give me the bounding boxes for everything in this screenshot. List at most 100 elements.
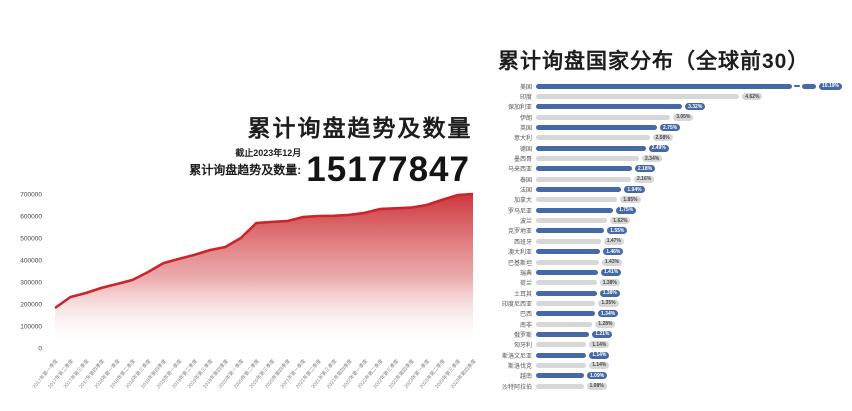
country-bar-row: 加拿大 1.85% [492, 195, 850, 205]
bar-track: 1.38% [536, 289, 850, 297]
bar-track: 2.49% [536, 144, 850, 152]
bar-track: 1.08% [536, 382, 850, 390]
value-badge: 2.34% [642, 155, 663, 163]
bar-segment [536, 207, 613, 213]
value-badge: 3.32% [685, 103, 706, 111]
value-badge: 1.94% [624, 186, 645, 194]
trend-chart-title: 累计询盘趋势及数量 [247, 115, 473, 142]
country-bar-row: 巴西 1.34% [492, 309, 850, 319]
country-name-label: 波兰 [519, 219, 532, 226]
country-bar-row: 保加利亚 3.32% [492, 102, 850, 112]
bar-track: 1.34% [536, 310, 850, 318]
country-name-label: 印度 [519, 95, 532, 102]
country-bar-row: 德国 2.49% [492, 143, 850, 153]
total-count-label: 累计询盘趋势及数量: [189, 163, 302, 177]
bar-track: 1.85% [536, 196, 850, 204]
as-of-date-label: 截止2023年12月 [235, 148, 302, 158]
country-bar-row: 意大利 2.58% [492, 133, 850, 143]
bar-segment [536, 114, 671, 120]
bar-segment [536, 342, 587, 348]
value-badge: 3.05% [673, 113, 694, 121]
value-badge: 1.34% [598, 310, 619, 318]
y-axis-tick-label: 400000 [20, 258, 42, 265]
country-bar-row: 匈牙利 1.14% [492, 340, 850, 350]
bar-track: 1.14% [536, 341, 850, 349]
value-badge: 2.58% [652, 134, 673, 142]
area-chart: 0 100000 200000 300000 400000 500000 600000 700… [0, 183, 505, 411]
bar-segment [536, 176, 631, 182]
country-name-label: 巴西 [519, 312, 532, 319]
bar-track: 2.34% [536, 155, 850, 163]
value-badge: 1.75% [616, 206, 637, 214]
country-name-label: 俄罗斯 [513, 332, 532, 339]
bar-segment [536, 280, 597, 286]
value-badge: 1.35% [598, 299, 619, 307]
bar-track: 1.09% [536, 372, 850, 380]
bar-segment [536, 311, 595, 317]
total-count-value: 15177847 [306, 149, 470, 189]
country-bar-row: 澳大利亚 1.46% [492, 247, 850, 257]
value-badge: 1.09% [587, 372, 608, 380]
country-name-label: 马来西亚 [507, 167, 532, 174]
bar-segment [536, 249, 601, 255]
country-name-label: 匈牙利 [513, 343, 532, 350]
bar-track: 1.21% [536, 330, 850, 338]
bar-segment [802, 83, 816, 89]
value-badge: 1.38% [599, 289, 620, 297]
value-badge: 4.62% [742, 93, 763, 101]
value-badge: 1.14% [589, 351, 610, 359]
trend-total-block: 截止2023年12月 累计询盘趋势及数量: 15177847 [40, 146, 470, 189]
country-name-label: 英国 [519, 126, 532, 133]
country-bar-row: 墨西哥 2.34% [492, 153, 850, 163]
value-badge: 1.46% [603, 248, 624, 256]
value-badge: 2.75% [660, 124, 681, 132]
country-chart-title: 累计询盘国家分布（全球前30） [498, 50, 810, 74]
area-fill [55, 194, 473, 348]
country-bar-row: 英国 2.75% [492, 122, 850, 132]
value-badge: 1.62% [610, 217, 631, 225]
bar-segment [536, 135, 650, 141]
value-badge: 1.14% [589, 341, 610, 349]
country-bar-row: 印度 4.62% [492, 91, 850, 101]
y-axis-tick-label: 0 [38, 346, 42, 353]
country-bar-row: 巴基斯坦 1.43% [492, 257, 850, 267]
bar-segment [536, 269, 598, 275]
country-bar-row: 印度尼西亚 1.35% [492, 298, 850, 308]
y-axis-tick-label: 500000 [20, 236, 42, 243]
country-name-label: 南非 [519, 322, 532, 329]
bar-segment [536, 187, 622, 193]
value-badge: 1.08% [586, 382, 607, 390]
country-name-label: 越南 [519, 374, 532, 381]
bar-track: 1.14% [536, 361, 850, 369]
value-badge: 2.49% [648, 144, 669, 152]
bar-segment [536, 300, 596, 306]
country-name-label: 墨西哥 [513, 157, 532, 164]
y-axis-tick-label: 200000 [20, 302, 42, 309]
value-badge: 1.41% [601, 268, 622, 276]
bar-segment [536, 104, 683, 110]
value-badge: 2.16% [634, 175, 655, 183]
value-badge: 1.21% [592, 330, 613, 338]
country-bar-row: 瑞典 1.41% [492, 267, 850, 277]
country-name-label: 美国 [519, 84, 532, 91]
country-bar-row: 斯洛文尼亚 1.14% [492, 350, 850, 360]
trend-line [54, 192, 474, 310]
bar-segment [536, 331, 590, 337]
country-name-label: 罗马尼亚 [507, 208, 532, 215]
country-bar-row: 克罗地亚 1.55% [492, 226, 850, 236]
country-name-label: 沙特阿拉伯 [501, 384, 532, 391]
country-bar-row: 沙特阿拉伯 1.08% [492, 381, 850, 391]
country-name-label: 土耳其 [513, 291, 532, 298]
country-name-label: 澳大利亚 [507, 250, 532, 257]
bar-segment [536, 166, 632, 172]
y-axis-tick-label: 700000 [20, 192, 42, 199]
country-bar-row: 泰国 2.16% [492, 174, 850, 184]
country-name-label: 加拿大 [513, 198, 532, 205]
country-bar-row: 美国 10.19% [492, 81, 850, 91]
value-badge: 2.18% [634, 165, 656, 173]
bar-segment [536, 197, 618, 203]
bar-segment [536, 218, 608, 224]
value-badge: 1.47% [603, 237, 624, 245]
bar-track: 1.47% [536, 237, 850, 245]
value-badge: 1.28% [595, 320, 616, 328]
